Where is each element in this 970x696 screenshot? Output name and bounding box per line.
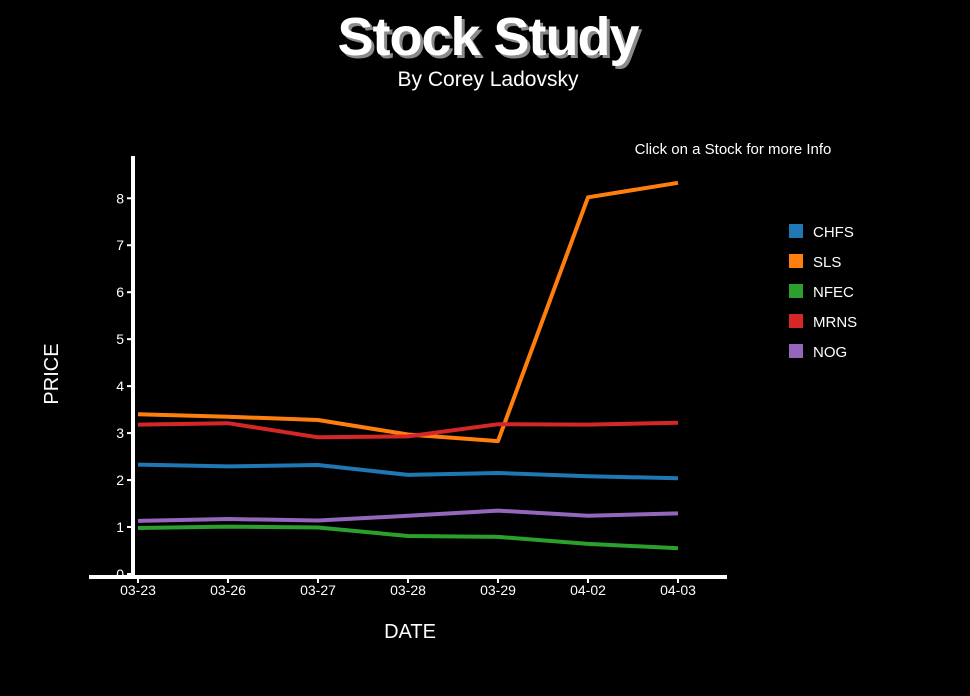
y-ticks: 0 1 2 3 4 5 6 7 8 xyxy=(116,190,133,582)
info-hint: Click on a Stock for more Info xyxy=(635,141,832,158)
legend-swatch-chfs[interactable] xyxy=(789,224,803,238)
x-tick-label: 04-03 xyxy=(660,582,696,598)
chart-axes: 0 1 2 3 4 5 6 7 8 03-23 03-26 03-27 03-28 03-29 04-02… xyxy=(89,156,727,598)
y-tick-label: 4 xyxy=(116,378,124,394)
series-line-nfec[interactable] xyxy=(138,527,678,549)
x-tick-label: 03-23 xyxy=(120,582,156,598)
y-tick-label: 3 xyxy=(116,425,124,441)
x-tick-label: 03-29 xyxy=(480,582,516,598)
y-axis-title: PRICE xyxy=(41,343,63,404)
legend-label-sls[interactable]: SLS xyxy=(813,254,841,271)
y-tick-label: 6 xyxy=(116,284,124,300)
legend-swatch-nog[interactable] xyxy=(789,344,803,358)
legend-label-chfs[interactable]: CHFS xyxy=(813,224,854,241)
series-line-nog[interactable] xyxy=(138,511,678,521)
legend-swatch-nfec[interactable] xyxy=(789,284,803,298)
y-tick-label: 2 xyxy=(116,472,124,488)
series-line-mrns[interactable] xyxy=(138,423,678,438)
y-tick-label: 7 xyxy=(116,237,124,253)
y-tick-label: 1 xyxy=(116,519,124,535)
legend-label-nfec[interactable]: NFEC xyxy=(813,284,854,301)
x-ticks: 03-23 03-26 03-27 03-28 03-29 04-02 04-03 xyxy=(120,577,696,598)
legend-label-nog[interactable]: NOG xyxy=(813,344,847,361)
series-line-sls[interactable] xyxy=(138,183,678,441)
series-line-chfs[interactable] xyxy=(138,465,678,479)
legend-swatch-mrns[interactable] xyxy=(789,314,803,328)
legend-swatch-sls[interactable] xyxy=(789,254,803,268)
y-tick-label: 8 xyxy=(116,190,124,206)
x-tick-label: 03-27 xyxy=(300,582,336,598)
x-axis-title: DATE xyxy=(384,621,436,643)
x-tick-label: 03-28 xyxy=(390,582,426,598)
y-tick-label: 0 xyxy=(116,566,124,582)
series-lines xyxy=(138,183,678,548)
y-tick-label: 5 xyxy=(116,331,124,347)
x-tick-label: 03-26 xyxy=(210,582,246,598)
legend: CHFS SLS NFEC MRNS NOG xyxy=(789,224,857,361)
x-tick-label: 04-02 xyxy=(570,582,606,598)
legend-label-mrns[interactable]: MRNS xyxy=(813,314,857,331)
